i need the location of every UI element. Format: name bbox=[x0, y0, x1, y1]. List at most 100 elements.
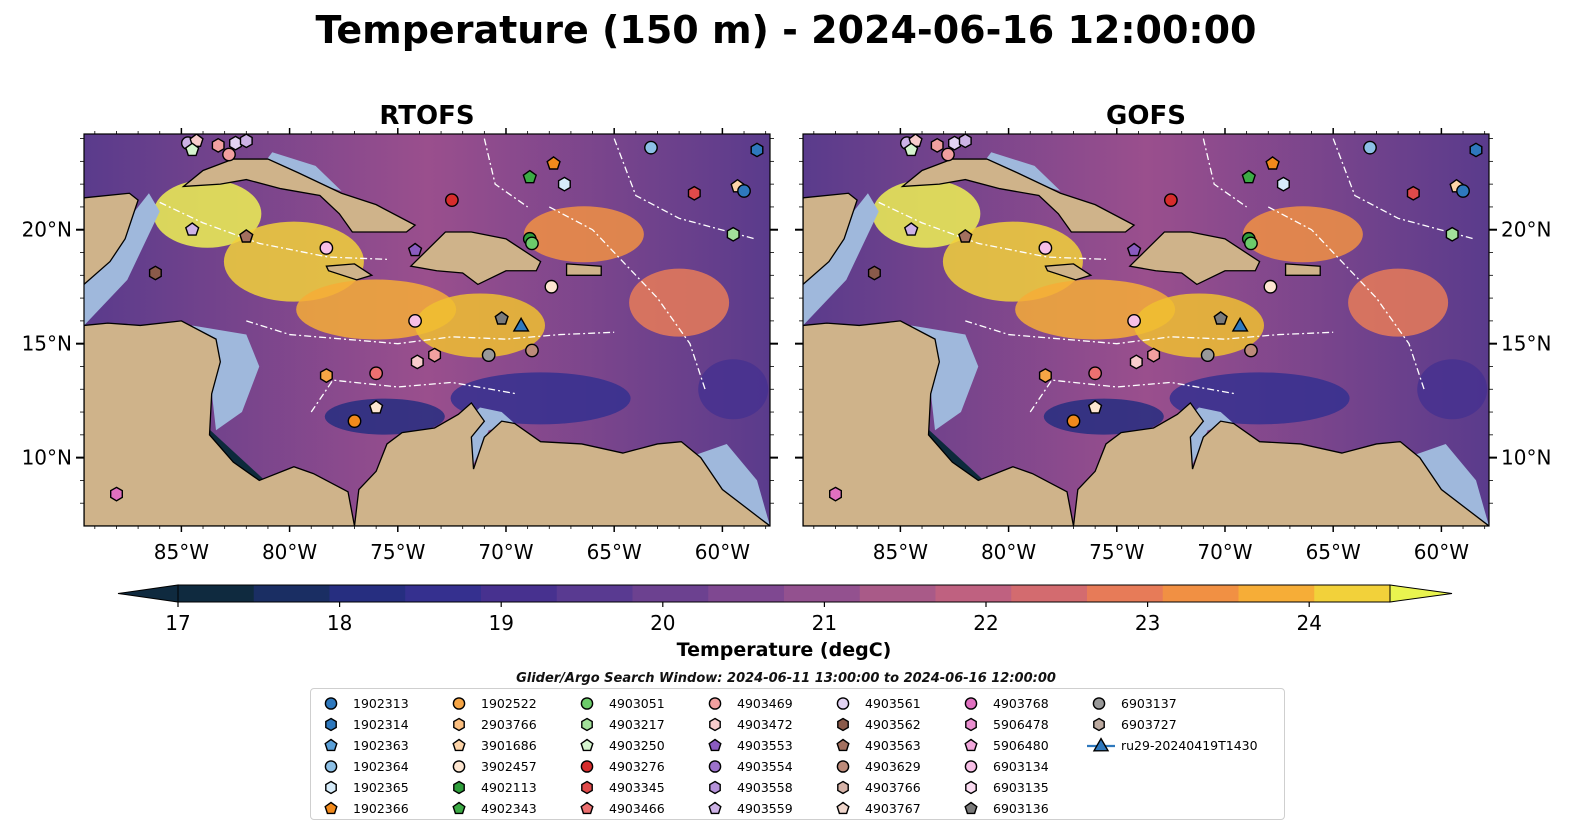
legend-column: 4903561 4903562 4903563 4903629 4903766 49037… bbox=[829, 693, 921, 819]
colorbar-extend-high bbox=[1389, 584, 1453, 603]
legend-marker-icon bbox=[452, 697, 466, 710]
legend-label: 4903559 bbox=[737, 801, 793, 816]
legend-marker-icon bbox=[325, 780, 337, 795]
float-marker bbox=[522, 169, 538, 184]
legend-label: 4903553 bbox=[737, 738, 793, 753]
legend-entry: ru29-20240419T1430 bbox=[1085, 735, 1258, 756]
float-marker bbox=[1265, 156, 1280, 170]
legend-marker bbox=[709, 780, 721, 795]
lon-tick-label: 85°W bbox=[154, 540, 209, 564]
lon-tick-label: 70°W bbox=[1197, 540, 1252, 564]
float-marker bbox=[1445, 226, 1459, 242]
legend-entry: 4902113 bbox=[445, 777, 537, 798]
legend-marker-icon bbox=[965, 780, 977, 795]
legend-entry: 5906480 bbox=[957, 735, 1049, 756]
legend-entry: 6903134 bbox=[957, 756, 1049, 777]
eez-boundary bbox=[1202, 138, 1248, 208]
float-marker bbox=[557, 176, 571, 192]
map-frame bbox=[802, 133, 1490, 527]
legend-marker bbox=[709, 717, 721, 732]
legend-column: 4903469 4903472 4903553 4903554 4903558 49035… bbox=[701, 693, 793, 819]
float-marker bbox=[481, 348, 496, 362]
float-marker bbox=[948, 135, 961, 151]
legend-marker bbox=[452, 738, 466, 752]
legend-marker bbox=[453, 780, 465, 795]
legend-marker-icon bbox=[964, 738, 978, 752]
legend-entry: 4903250 bbox=[573, 735, 665, 756]
legend-label: 6903135 bbox=[993, 780, 1049, 795]
legend-marker-icon bbox=[836, 738, 850, 752]
legend-marker bbox=[964, 801, 978, 815]
float-marker bbox=[1087, 399, 1103, 414]
legend-label: 3901686 bbox=[481, 738, 537, 753]
legend-marker-icon bbox=[452, 801, 466, 815]
float-marker bbox=[1088, 366, 1103, 381]
legend-entry: 1902363 bbox=[317, 735, 409, 756]
legend-marker-icon bbox=[708, 760, 722, 773]
legend-marker-icon bbox=[709, 780, 721, 795]
temperature-feature bbox=[629, 268, 730, 337]
legend-marker-icon bbox=[708, 738, 722, 752]
float-marker bbox=[222, 147, 236, 162]
colorbar-segment bbox=[1238, 585, 1315, 602]
float-marker bbox=[1406, 185, 1420, 201]
float-marker bbox=[1163, 193, 1178, 207]
legend-label: 4903563 bbox=[865, 738, 921, 753]
legend-marker bbox=[964, 738, 978, 752]
temperature-feature bbox=[1134, 293, 1265, 358]
legend-label: 4903466 bbox=[609, 801, 665, 816]
legend-marker bbox=[452, 760, 466, 773]
legend-marker bbox=[581, 717, 593, 732]
legend-marker-icon bbox=[452, 738, 466, 752]
legend-label: 4903558 bbox=[737, 780, 793, 795]
legend-marker-icon bbox=[964, 760, 978, 773]
legend-marker bbox=[325, 717, 337, 732]
float-marker bbox=[903, 142, 919, 157]
lon-tick-label: 85°W bbox=[873, 540, 928, 564]
legend-entry: 3902457 bbox=[445, 756, 537, 777]
legend-label: 4903554 bbox=[737, 759, 793, 774]
legend-marker-icon bbox=[709, 717, 721, 732]
eez-boundary bbox=[1267, 206, 1425, 390]
legend-label: 6903136 bbox=[993, 801, 1049, 816]
land-mass bbox=[1072, 401, 1489, 526]
legend-marker-icon bbox=[965, 717, 977, 732]
float-marker bbox=[1363, 140, 1377, 155]
legend-marker bbox=[837, 780, 849, 795]
float-marker bbox=[1456, 184, 1470, 198]
legend-entry: 4903559 bbox=[701, 798, 793, 819]
lon-tick-label: 70°W bbox=[478, 540, 533, 564]
float-marker bbox=[930, 137, 944, 153]
legend-marker-icon bbox=[1087, 737, 1115, 752]
float-marker bbox=[1231, 316, 1249, 332]
colorbar-segment bbox=[481, 585, 558, 602]
colorbar-segment bbox=[1314, 585, 1391, 602]
land-mass bbox=[900, 158, 1136, 233]
legend-label: 4903766 bbox=[865, 780, 921, 795]
colorbar-segment bbox=[859, 585, 936, 602]
legend-marker bbox=[325, 780, 337, 795]
float-marker bbox=[347, 414, 362, 429]
float-marker bbox=[1244, 343, 1258, 358]
float-marker bbox=[1263, 279, 1278, 294]
colorbar-segment bbox=[935, 585, 1012, 602]
legend-marker-icon bbox=[1093, 717, 1105, 732]
legend-label: 4903217 bbox=[609, 717, 665, 732]
colorbar-tick-label: 17 bbox=[165, 611, 190, 635]
colorbar-segment bbox=[784, 585, 861, 602]
float-marker bbox=[750, 142, 764, 158]
legend-entry: 6903137 bbox=[1085, 693, 1258, 714]
float-marker bbox=[410, 354, 424, 370]
legend-label: ru29-20240419T1430 bbox=[1121, 738, 1258, 753]
legend-marker-icon bbox=[837, 780, 849, 795]
legend-marker-icon bbox=[324, 697, 338, 710]
float-marker bbox=[1129, 354, 1143, 370]
legend-entry: 4903345 bbox=[573, 777, 665, 798]
float-marker bbox=[867, 265, 881, 281]
temperature-feature bbox=[153, 179, 262, 248]
land-mass bbox=[803, 320, 1075, 526]
legend-marker bbox=[452, 697, 466, 710]
legend-marker bbox=[964, 760, 978, 773]
float-marker bbox=[1200, 348, 1215, 362]
legend-marker bbox=[837, 717, 849, 732]
